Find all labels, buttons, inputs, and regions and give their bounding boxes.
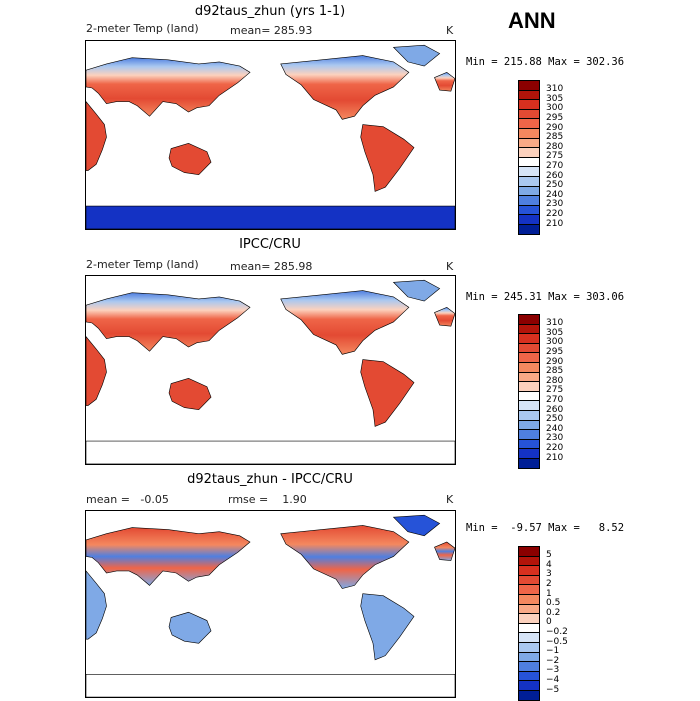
panel2-mean: mean= 285.98	[230, 260, 313, 273]
colorbar-label: 0.5	[546, 598, 561, 609]
colorbar-label: 240	[546, 423, 564, 434]
greenland-landmass	[392, 279, 441, 302]
colorbar-label: 310	[546, 84, 564, 95]
africa-landmass	[86, 101, 107, 171]
greenland-landmass	[392, 514, 441, 537]
colorbar-label: 260	[546, 404, 564, 415]
colorbar-label: −5	[546, 684, 560, 695]
panel1-minmax: Min = 215.88 Max = 302.36	[466, 56, 625, 68]
colorbar-swatch	[518, 224, 540, 235]
panel2-title: IPCC/CRU	[239, 237, 301, 252]
colorbar-label: 220	[546, 208, 564, 219]
colorbar-label: 4	[546, 559, 552, 570]
panel1-units: K	[446, 24, 454, 37]
colorbar-label: 230	[546, 433, 564, 444]
panel3-mean: mean = -0.05	[86, 493, 169, 506]
colorbar-label: 0.2	[546, 607, 561, 618]
colorbar-label: 305	[546, 327, 564, 338]
colorbar-label: 260	[546, 170, 564, 181]
colorbar-label: −0.5	[546, 636, 568, 647]
colorbar-label: −1	[546, 646, 560, 657]
panel3-map	[85, 510, 456, 698]
africa-landmass	[86, 570, 107, 640]
colorbar-label: 295	[546, 346, 564, 357]
namerica-landmass	[280, 525, 410, 589]
panel3-units: K	[446, 493, 454, 506]
colorbar-label: 250	[546, 180, 564, 191]
antarctica-region	[86, 673, 455, 697]
panel1-variable: 2-meter Temp (land)	[86, 22, 199, 35]
eurasia-landmass	[86, 57, 251, 117]
colorbar-label: 295	[546, 112, 564, 123]
colorbar-label: 5	[546, 550, 552, 561]
colorbar-label: 210	[546, 452, 564, 463]
panel2-minmax: Min = 245.31 Max = 303.06	[466, 291, 625, 303]
colorbar-label: 1	[546, 588, 552, 599]
season-label: ANN	[508, 8, 556, 33]
australia-landmass	[168, 611, 212, 644]
australia-landmass	[168, 143, 212, 176]
colorbar-label: −3	[546, 665, 560, 676]
namerica-landmass	[280, 290, 410, 355]
colorbar-label: 290	[546, 356, 564, 367]
samerica-landmass	[360, 359, 415, 427]
panel2-variable: 2-meter Temp (land)	[86, 258, 199, 271]
colorbar-label: 275	[546, 385, 564, 396]
colorbar-label: 0	[546, 617, 552, 628]
colorbar-label: 300	[546, 337, 564, 348]
eurasia-landmass	[86, 527, 251, 586]
colorbar-label: 3	[546, 569, 552, 580]
colorbar-label: 300	[546, 103, 564, 114]
greenland-landmass	[392, 44, 441, 67]
colorbar-label: 285	[546, 366, 564, 377]
colorbar-label: 230	[546, 199, 564, 210]
colorbar-label: −2	[546, 655, 560, 666]
europe_uk-landmass	[434, 306, 455, 327]
panel2-units: K	[446, 260, 454, 273]
colorbar-label: 250	[546, 414, 564, 425]
panel1-map	[85, 40, 456, 230]
antarctica-region	[86, 205, 455, 229]
namerica-landmass	[280, 55, 410, 120]
colorbar-swatch	[518, 690, 540, 701]
colorbar-label: 210	[546, 218, 564, 229]
panel3-rmse: rmse = 1.90	[228, 493, 307, 506]
antarctica-region	[86, 440, 455, 464]
colorbar-label: −0.2	[546, 626, 568, 637]
africa-landmass	[86, 336, 107, 406]
colorbar-label: −4	[546, 674, 560, 685]
panel3-title: d92taus_zhun - IPCC/CRU	[187, 472, 353, 487]
australia-landmass	[168, 378, 212, 411]
colorbar-label: 2	[546, 578, 552, 589]
panel3-minmax: Min = -9.57 Max = 8.52	[466, 522, 625, 534]
eurasia-landmass	[86, 292, 251, 352]
colorbar-label: 220	[546, 442, 564, 453]
samerica-landmass	[360, 593, 415, 661]
colorbar-label: 310	[546, 318, 564, 329]
colorbar-label: 290	[546, 122, 564, 133]
colorbar-label: 270	[546, 160, 564, 171]
samerica-landmass	[360, 124, 415, 192]
colorbar-swatch	[518, 458, 540, 469]
colorbar-label: 280	[546, 141, 564, 152]
europe_uk-landmass	[434, 541, 455, 561]
panel1-title: d92taus_zhun (yrs 1-1)	[194, 4, 346, 19]
colorbar-label: 270	[546, 394, 564, 405]
panel2-map	[85, 275, 456, 465]
colorbar-label: 275	[546, 151, 564, 162]
colorbar-label: 285	[546, 132, 564, 143]
panel1-mean: mean= 285.93	[230, 24, 313, 37]
colorbar-label: 280	[546, 375, 564, 386]
europe_uk-landmass	[434, 71, 455, 92]
colorbar-label: 240	[546, 189, 564, 200]
colorbar-label: 305	[546, 93, 564, 104]
